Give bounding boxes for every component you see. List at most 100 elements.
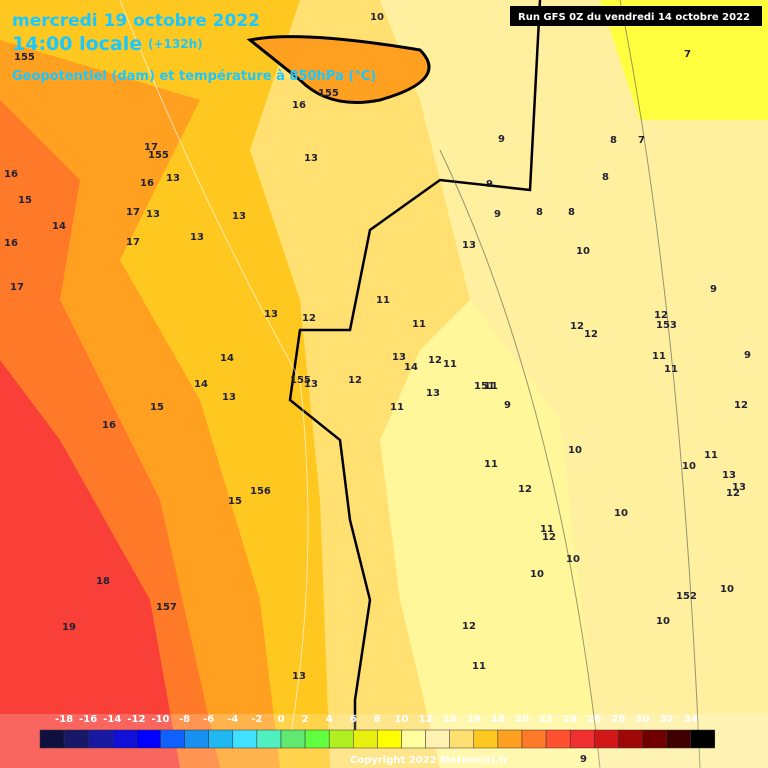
map-label: 9 bbox=[498, 134, 505, 145]
map-label: 16 bbox=[102, 420, 116, 431]
map-label: 16 bbox=[292, 100, 306, 111]
map-label: 17 bbox=[10, 282, 24, 293]
map-label: 13 bbox=[462, 240, 476, 251]
scale-label: 26 bbox=[587, 714, 601, 725]
map-label: 7 bbox=[638, 135, 645, 146]
map-label: 15 bbox=[228, 496, 242, 507]
scale-label: -14 bbox=[103, 714, 121, 725]
scale-swatch bbox=[353, 729, 378, 749]
map-label: 10 bbox=[656, 616, 670, 627]
map-label: 16 bbox=[4, 169, 18, 180]
map-label: 13 bbox=[304, 379, 318, 390]
map-label: 13 bbox=[146, 209, 160, 220]
scale-swatch bbox=[280, 729, 306, 749]
scale-label: 18 bbox=[491, 714, 505, 725]
map-label: 18 bbox=[96, 576, 110, 587]
map-label: 11 bbox=[443, 359, 457, 370]
scale-swatch bbox=[136, 729, 161, 749]
map-label: 155 bbox=[318, 88, 339, 99]
map-label: 157 bbox=[156, 602, 177, 613]
map-label: 11 bbox=[484, 381, 498, 392]
scale-label: -10 bbox=[151, 714, 169, 725]
scale-swatch bbox=[473, 729, 499, 749]
scale-label: 22 bbox=[539, 714, 553, 725]
scale-swatch bbox=[449, 729, 475, 749]
scale-swatch bbox=[112, 729, 137, 749]
scale-swatch bbox=[642, 729, 667, 749]
map-label: 16 bbox=[4, 238, 18, 249]
map-label: 10 bbox=[614, 508, 628, 519]
map-label: 12 bbox=[348, 375, 362, 386]
scale-label: -6 bbox=[203, 714, 214, 725]
map-label: 11 bbox=[472, 661, 486, 672]
map-label: 10 bbox=[370, 12, 384, 23]
scale-label: 16 bbox=[467, 714, 481, 725]
map-label: 11 bbox=[652, 351, 666, 362]
scale-swatch bbox=[208, 729, 234, 749]
scale-label: 30 bbox=[636, 714, 650, 725]
map-label: 151 bbox=[474, 381, 495, 392]
map-label: 17 bbox=[144, 142, 158, 153]
scale-swatch bbox=[63, 729, 89, 749]
map-label: 19 bbox=[62, 622, 76, 633]
map-label: 8 bbox=[602, 172, 609, 183]
scale-swatch bbox=[328, 729, 354, 749]
map-label: 13 bbox=[392, 352, 406, 363]
isohypse bbox=[439, 0, 701, 768]
map-label: 13 bbox=[292, 671, 306, 682]
scale-label: 2 bbox=[302, 714, 309, 725]
isotherm-alps bbox=[246, 35, 431, 104]
scale-swatch bbox=[256, 729, 282, 749]
scale-swatch bbox=[160, 729, 185, 749]
map-label: 17 bbox=[126, 207, 140, 218]
map-label: 10 bbox=[682, 461, 696, 472]
scale-swatch bbox=[425, 729, 450, 749]
map-label: 12 bbox=[654, 310, 668, 321]
map-label: 10 bbox=[568, 445, 582, 456]
scale-label: -4 bbox=[227, 714, 238, 725]
map-label: 11 bbox=[664, 364, 678, 375]
map-label: 9 bbox=[744, 350, 751, 361]
map-label: 12 bbox=[518, 484, 532, 495]
scale-label: 6 bbox=[350, 714, 357, 725]
map-label: 9 bbox=[710, 284, 717, 295]
map-label: 156 bbox=[250, 486, 271, 497]
scale-label: 28 bbox=[611, 714, 625, 725]
map-label: 13 bbox=[304, 153, 318, 164]
map-label: 12 bbox=[570, 321, 584, 332]
scale-swatch bbox=[401, 729, 426, 749]
map-label: 12 bbox=[462, 621, 476, 632]
map-label: 12 bbox=[542, 532, 556, 543]
run-box bbox=[510, 6, 762, 26]
scale-swatch bbox=[594, 729, 619, 749]
map-label: 155 bbox=[290, 375, 311, 386]
subtitle: Geopotentiel (dam) et température à 850h… bbox=[12, 69, 376, 84]
map-label: 13 bbox=[732, 482, 746, 493]
map-label: 11 bbox=[390, 402, 404, 413]
scale-label: -16 bbox=[79, 714, 97, 725]
map-label: 14 bbox=[52, 221, 66, 232]
map-label: 12 bbox=[428, 355, 442, 366]
scale-label: 10 bbox=[395, 714, 409, 725]
map-label: 13 bbox=[166, 173, 180, 184]
scale-swatch bbox=[569, 729, 595, 749]
scale-swatch bbox=[184, 729, 209, 749]
run-info: Run GFS 0Z du vendredi 14 octobre 2022 bbox=[518, 12, 750, 23]
map-label: 13 bbox=[426, 388, 440, 399]
map-label: 11 bbox=[376, 295, 390, 306]
map-label: 12 bbox=[584, 329, 598, 340]
zone-pale bbox=[380, 0, 768, 768]
time: 14:00 locale bbox=[12, 33, 142, 55]
scale-swatch bbox=[304, 729, 330, 749]
map-label: 13 bbox=[232, 211, 246, 222]
scale-label: -2 bbox=[251, 714, 262, 725]
zone-red bbox=[0, 360, 180, 768]
map-label: 14 bbox=[220, 353, 234, 364]
map-label: 11 bbox=[540, 524, 554, 535]
map-label: 8 bbox=[536, 207, 543, 218]
map-label: 9 bbox=[486, 179, 493, 190]
map-label: 10 bbox=[530, 569, 544, 580]
scale-swatch bbox=[618, 729, 643, 749]
scale-label: -18 bbox=[55, 714, 73, 725]
